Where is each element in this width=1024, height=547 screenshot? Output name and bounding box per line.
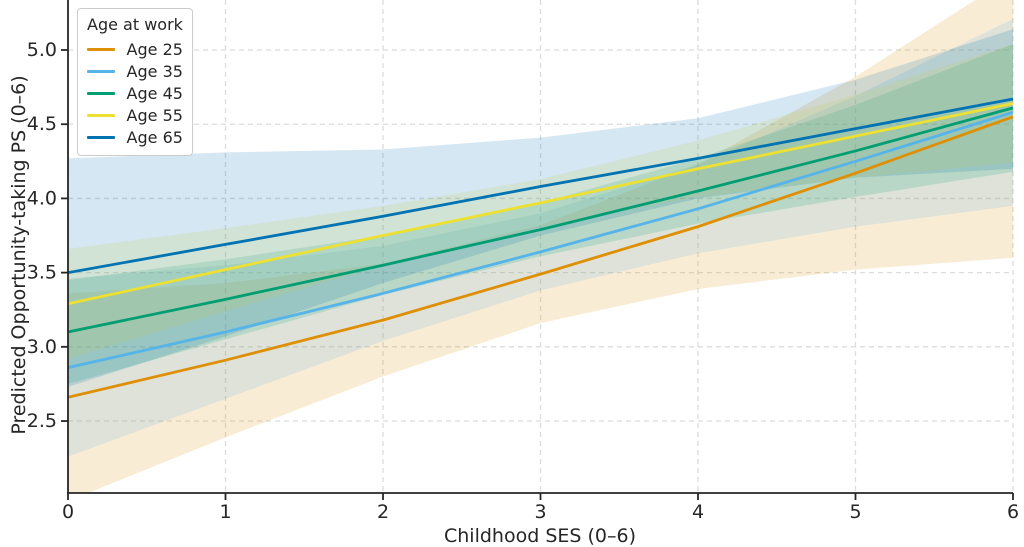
legend-item-label: Age 35 xyxy=(126,61,183,81)
y-tick-label: 2.5 xyxy=(27,410,57,432)
y-axis-label: Predicted Opportunity-taking PS (0–6) xyxy=(8,75,30,434)
trend-line-age-45 xyxy=(68,106,1013,334)
x-tick-label: 2 xyxy=(377,501,389,523)
confidence-band-age-35 xyxy=(68,18,1013,457)
legend-item-label: Age 45 xyxy=(126,83,183,103)
confidence-bands xyxy=(68,0,1013,493)
legend-item-age-25: Age 25 xyxy=(87,38,183,60)
confidence-band-age-55 xyxy=(68,44,1013,359)
legend-title: Age at work xyxy=(87,15,183,34)
regression-lines xyxy=(68,97,1013,399)
legend-item-label: Age 25 xyxy=(126,39,183,59)
y-tick-label: 3.0 xyxy=(27,336,57,358)
legend-item-label: Age 65 xyxy=(126,127,183,147)
legend-swatch xyxy=(87,69,115,73)
legend-swatch xyxy=(87,135,115,139)
legend-item-age-65: Age 65 xyxy=(87,126,183,148)
gridlines xyxy=(67,0,1014,493)
trend-line-age-35 xyxy=(68,111,1013,369)
trend-line-age-25 xyxy=(68,115,1013,399)
ticks: 2.5 3.0 3.5 4.0 4.5 5.0 0 1 2 3 4 5 6 xyxy=(27,39,1019,523)
legend-item-age-35: Age 35 xyxy=(87,60,183,82)
confidence-band-age-25 xyxy=(68,0,1013,493)
legend-item-label: Age 55 xyxy=(126,105,183,125)
x-tick-label: 6 xyxy=(1007,501,1019,523)
plot-area: 2.5 3.0 3.5 4.0 4.5 5.0 0 1 2 3 4 5 6 xyxy=(27,0,1019,523)
legend: Age at work Age 25 Age 35 Age 45 Age 55 Age … xyxy=(77,8,193,157)
x-tick-label: 4 xyxy=(692,501,704,523)
y-tick-label: 4.0 xyxy=(27,187,57,209)
y-tick-label: 4.5 xyxy=(27,113,57,135)
legend-items: Age 25 Age 35 Age 45 Age 55 Age 65 xyxy=(87,38,183,148)
trend-line-age-55 xyxy=(68,102,1013,306)
legend-swatch xyxy=(87,91,115,95)
y-tick-label: 3.5 xyxy=(27,262,57,284)
legend-swatch xyxy=(87,47,115,51)
confidence-band-age-65 xyxy=(68,29,1013,387)
x-tick-label: 3 xyxy=(534,501,546,523)
trend-line-age-65 xyxy=(68,97,1013,274)
x-tick-label: 0 xyxy=(62,501,74,523)
legend-item-age-45: Age 45 xyxy=(87,82,183,104)
y-tick-label: 5.0 xyxy=(27,39,57,61)
x-tick-label: 5 xyxy=(849,501,861,523)
legend-swatch xyxy=(87,113,115,117)
confidence-band-age-45 xyxy=(68,44,1013,384)
legend-item-age-55: Age 55 xyxy=(87,104,183,126)
x-tick-label: 1 xyxy=(219,501,231,523)
x-axis-label: Childhood SES (0–6) xyxy=(444,525,636,547)
